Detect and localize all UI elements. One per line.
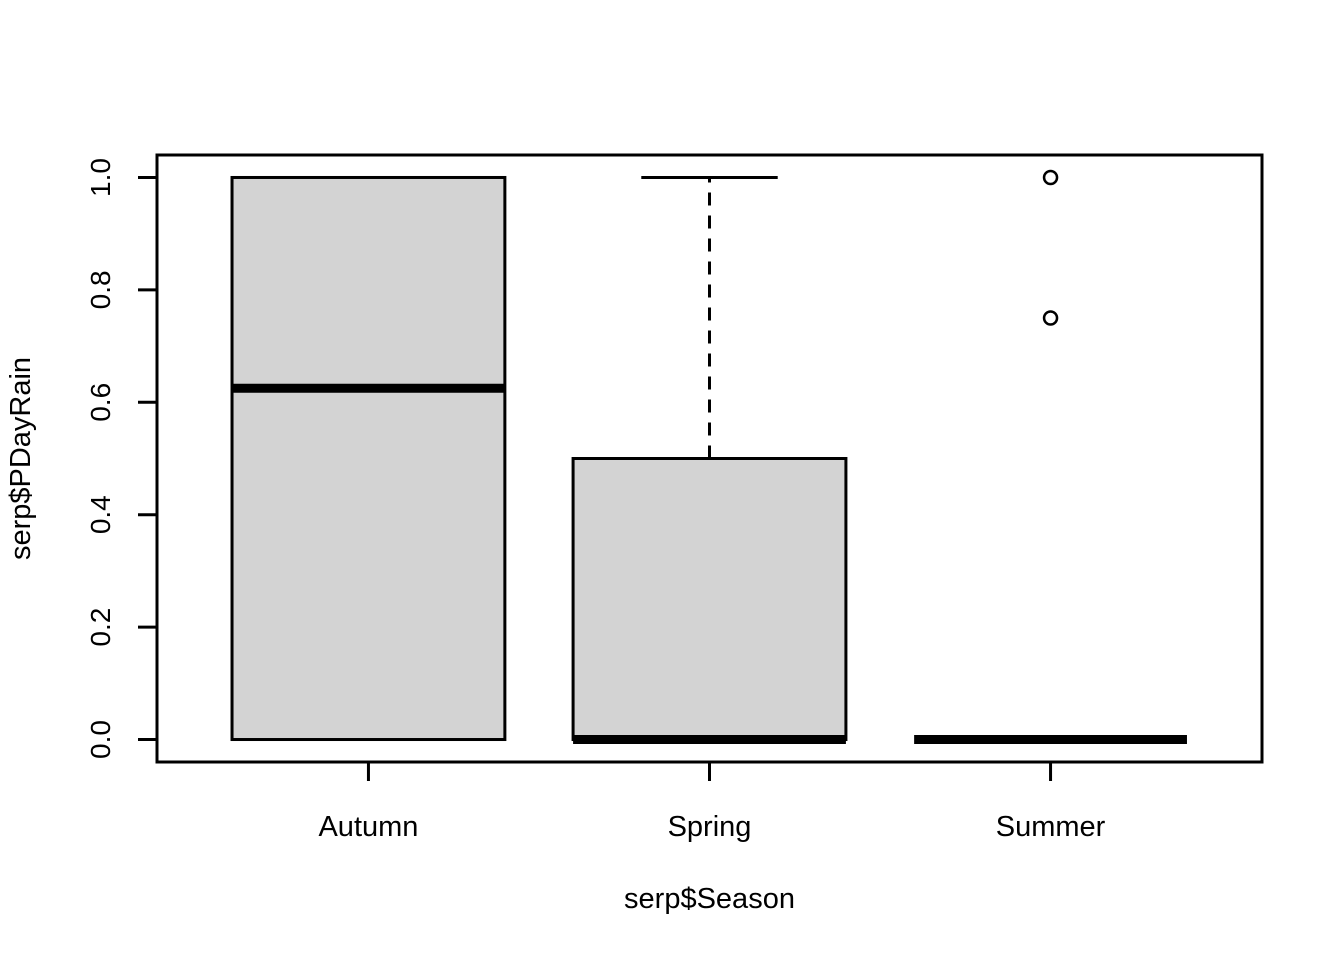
plot-border	[155, 153, 1264, 764]
x-tick-label: Summer	[996, 811, 1106, 843]
y-tick-label: 0.2	[85, 608, 116, 647]
y-tick-label: 0.8	[85, 270, 116, 309]
box-spring	[571, 457, 848, 742]
y-tick-label: 0.4	[85, 495, 116, 534]
y-tick-label: 0.0	[85, 720, 116, 759]
y-tick-label: 1.0	[85, 158, 116, 197]
x-tick-label: Spring	[668, 811, 752, 843]
y-axis-title: serp$PDayRain	[5, 357, 37, 560]
plot-elements: Autumn Spring Summer 0.0 0.2 0.4 0.6 0.8 1.0	[85, 153, 1264, 843]
y-tick-label: 0.6	[85, 383, 116, 422]
outlier-point	[1042, 310, 1059, 326]
box-autumn	[230, 175, 507, 742]
x-axis-title: serp$Season	[624, 883, 795, 915]
outlier-point	[1042, 169, 1059, 186]
x-tick-label: Autumn	[318, 811, 418, 843]
